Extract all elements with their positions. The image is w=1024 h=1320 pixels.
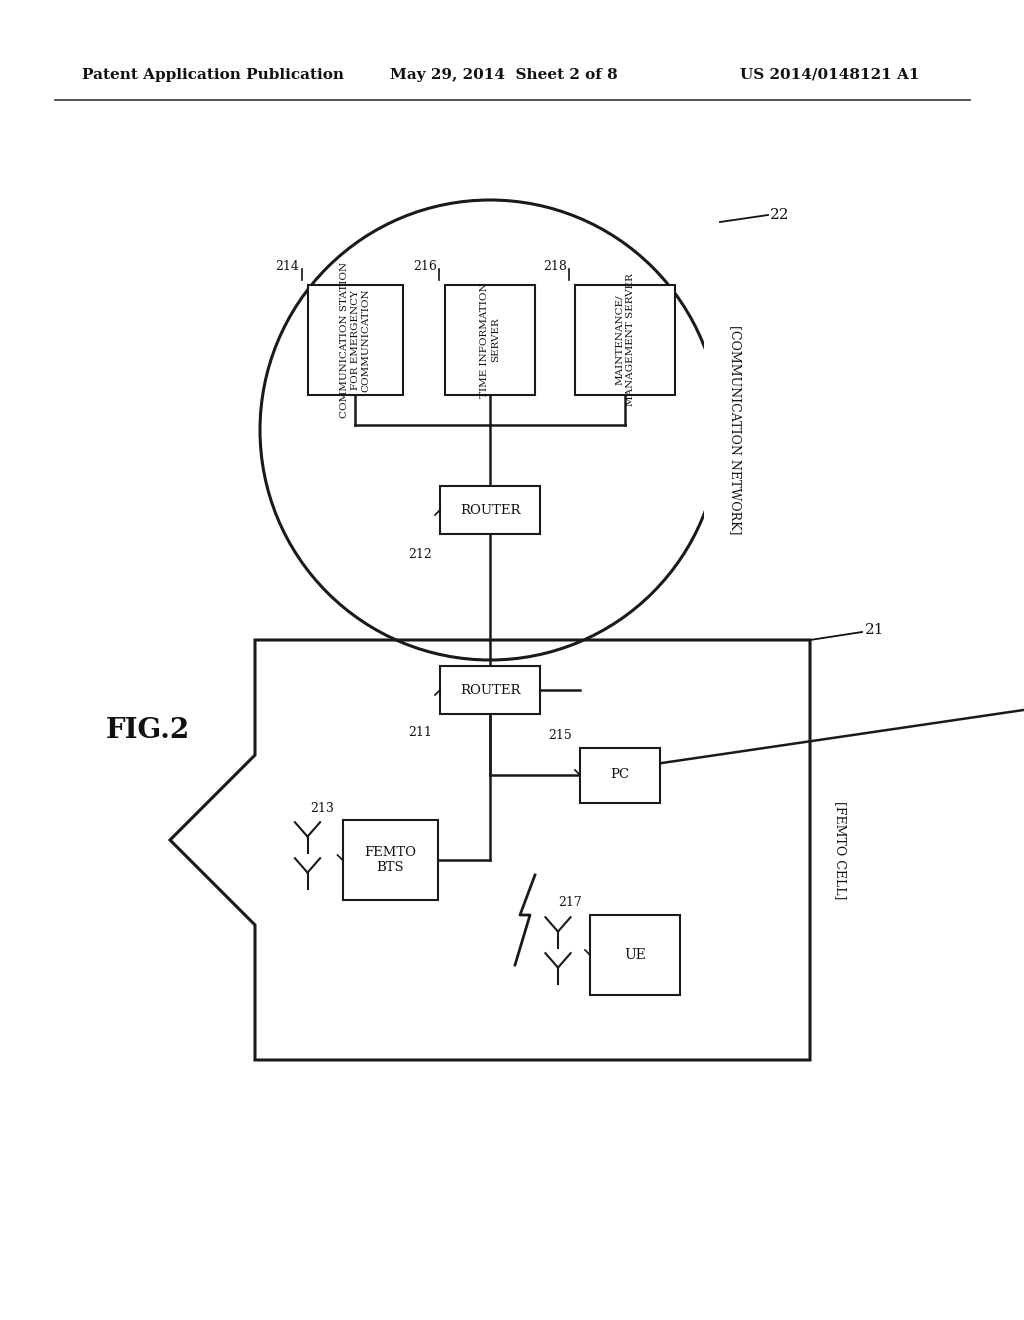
Text: 217: 217 xyxy=(558,896,582,909)
Text: UE: UE xyxy=(624,948,646,962)
Text: 213: 213 xyxy=(310,801,335,814)
Text: FEMTO
BTS: FEMTO BTS xyxy=(364,846,416,874)
Text: 22: 22 xyxy=(770,209,790,222)
FancyBboxPatch shape xyxy=(440,486,540,535)
FancyBboxPatch shape xyxy=(445,285,535,395)
Text: FIG.2: FIG.2 xyxy=(105,717,190,743)
FancyBboxPatch shape xyxy=(580,747,660,803)
FancyBboxPatch shape xyxy=(307,285,402,395)
Text: [FEMTO CELL]: [FEMTO CELL] xyxy=(834,801,847,899)
Text: [COMMUNICATION NETWORK]: [COMMUNICATION NETWORK] xyxy=(728,325,741,535)
Text: PC: PC xyxy=(610,768,630,781)
Text: 212: 212 xyxy=(409,548,432,561)
FancyBboxPatch shape xyxy=(342,820,437,900)
Text: 21: 21 xyxy=(865,623,885,638)
FancyBboxPatch shape xyxy=(440,667,540,714)
Text: US 2014/0148121 A1: US 2014/0148121 A1 xyxy=(740,69,920,82)
Text: May 29, 2014  Sheet 2 of 8: May 29, 2014 Sheet 2 of 8 xyxy=(390,69,617,82)
Text: COMMUNICATION STATION
FOR EMERGENCY
COMMUNICATION: COMMUNICATION STATION FOR EMERGENCY COMM… xyxy=(340,261,370,418)
Text: 215: 215 xyxy=(548,729,572,742)
Text: 214: 214 xyxy=(275,260,299,273)
Text: ROUTER: ROUTER xyxy=(460,684,520,697)
Text: ROUTER: ROUTER xyxy=(460,503,520,516)
FancyBboxPatch shape xyxy=(590,915,680,995)
Text: TIME INFORMATION
SERVER: TIME INFORMATION SERVER xyxy=(480,282,500,397)
Text: 216: 216 xyxy=(413,260,437,273)
Text: Patent Application Publication: Patent Application Publication xyxy=(82,69,344,82)
FancyBboxPatch shape xyxy=(575,285,675,395)
Text: 218: 218 xyxy=(543,260,567,273)
Text: 211: 211 xyxy=(409,726,432,738)
Text: MAINTENANCE/
MANAGEMENT SERVER: MAINTENANCE/ MANAGEMENT SERVER xyxy=(615,273,635,407)
